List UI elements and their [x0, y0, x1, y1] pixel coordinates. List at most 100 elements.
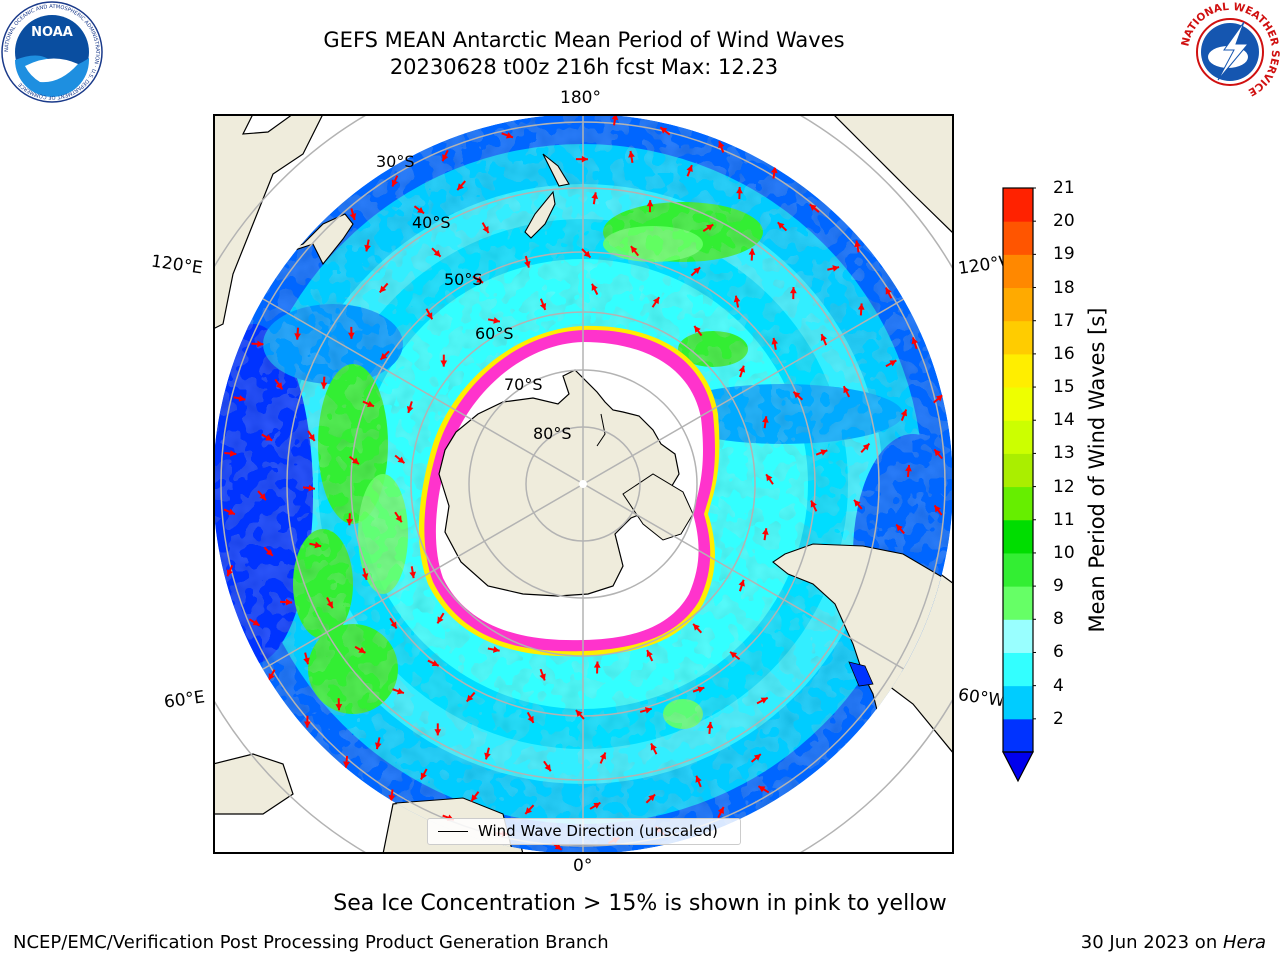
wave-direction-arrowhead	[259, 493, 266, 501]
wave-direction-arrowhead	[644, 707, 652, 714]
wave-direction-arrowhead	[303, 657, 310, 665]
lat-label-60s: 60°S	[475, 324, 514, 343]
colorbar-tick-label: 20	[1053, 211, 1075, 232]
wave-direction-arrowhead	[843, 386, 850, 394]
wave-direction-arrowhead	[771, 337, 779, 345]
wave-direction-arrowhead	[361, 573, 369, 580]
sea-ice-note: Sea Ice Concentration > 15% is shown in …	[333, 891, 947, 916]
wave-direction-arrowhead	[226, 569, 233, 577]
wave-direction-arrowhead	[900, 409, 908, 417]
colorbar-tick-label: 10	[1053, 542, 1075, 563]
wave-direction-arrowhead	[304, 721, 311, 728]
colorbar-tick-label: 13	[1053, 443, 1075, 464]
colorbar-tick-label: 8	[1053, 609, 1064, 630]
wave-direction-arrowhead	[431, 660, 439, 667]
wave-direction-arrowhead	[810, 500, 817, 508]
wave-direction-arrowhead	[346, 519, 353, 526]
lon-label-180: 180°	[560, 88, 601, 108]
wave-direction-arrowhead	[591, 192, 599, 199]
wave-direction-arrowhead	[285, 598, 293, 606]
lat-label-80s: 80°S	[533, 424, 572, 443]
wave-direction-arrowhead	[905, 464, 912, 472]
wave-direction-arrowhead	[758, 786, 766, 793]
wave-direction-arrowhead	[934, 449, 941, 457]
wave-direction-arrowhead	[935, 394, 943, 402]
wave-direction-arrowhead	[457, 183, 464, 191]
wave-direction-arrowhead	[366, 400, 374, 407]
footer-date-text: 30 Jun 2023 on	[1080, 932, 1223, 953]
wave-direction-arrowhead	[492, 646, 500, 653]
wave-direction-arrowhead	[593, 802, 601, 809]
wave-direction-arrowhead	[581, 155, 588, 163]
wave-direction-arrowhead	[395, 515, 402, 523]
lat-label-70s: 70°S	[504, 375, 543, 394]
wave-direction-arrowhead	[268, 673, 275, 681]
colorbar-tick-label: 6	[1053, 642, 1064, 663]
chart-title: GEFS MEAN Antarctic Mean Period of Wind …	[323, 28, 845, 52]
colorbar	[1002, 187, 1036, 783]
wave-direction-arrowhead	[857, 303, 865, 310]
wave-direction-arrowhead	[433, 249, 441, 257]
wave-direction-arrowhead	[660, 127, 668, 134]
wave-direction-arrowhead	[630, 246, 638, 254]
plot-frame	[213, 114, 954, 854]
wave-direction-arrowhead	[575, 710, 583, 717]
colorbar-band	[1003, 453, 1033, 488]
wave-direction-arrowhead	[326, 601, 333, 609]
wave-direction-arrowhead	[442, 154, 449, 162]
antarctica-landmass	[438, 369, 680, 597]
wave-direction-arrowhead	[738, 365, 746, 373]
wave-direction-arrowhead	[388, 794, 396, 802]
wave-direction-arrowhead	[790, 287, 797, 294]
wave-direction-arrowhead	[397, 687, 404, 695]
wave-direction-arrowhead	[748, 248, 756, 255]
wave-direction-arrowhead	[646, 200, 654, 207]
colorbar-band	[1003, 685, 1033, 720]
wave-direction-arrowhead	[593, 661, 601, 668]
wave-direction-arrowhead	[760, 697, 768, 704]
wave-direction-arrowhead	[348, 332, 355, 339]
wave-direction-arrowhead	[364, 244, 371, 252]
wave-direction-arrowhead	[417, 206, 425, 214]
colorbar-band	[1003, 619, 1033, 653]
colorbar-tick-label: 19	[1053, 244, 1075, 265]
colorbar-band	[1003, 353, 1033, 388]
wave-direction-arrowhead	[227, 508, 235, 515]
colorbar-band	[1003, 552, 1033, 587]
colorbar-outline	[1002, 187, 1034, 753]
wave-direction-arrowhead	[736, 187, 743, 194]
wave-direction-arrowhead	[308, 434, 315, 441]
wave-direction-arrowhead	[809, 204, 817, 211]
wave-direction-arrowhead	[252, 619, 260, 626]
wave-direction-arrowhead	[265, 434, 273, 441]
chart-subtitle-run-info: 20230628 t00z 216h fcst Max: 12.23	[389, 55, 779, 79]
wave-direction-arrowhead	[694, 325, 701, 333]
wave-direction-arrowhead	[733, 295, 741, 303]
wave-direction-arrowhead	[911, 337, 919, 345]
wave-direction-arrowhead	[854, 499, 861, 507]
nws-logo-icon: NATIONAL WEATHER SERVICE	[1179, 1, 1280, 102]
wave-direction-arrowhead	[406, 406, 414, 413]
footer-host: Hera	[1222, 932, 1266, 953]
wave-direction-arrowhead	[390, 621, 397, 629]
colorbar-tick-label: 12	[1053, 476, 1075, 497]
wave-direction-arrowhead	[397, 456, 405, 464]
wave-direction-arrowhead	[524, 260, 531, 268]
wave-direction-arrowhead	[358, 646, 366, 653]
noaa-logo-text: NOAA	[31, 25, 73, 40]
wave-direction-arrowhead	[706, 224, 714, 231]
wave-direction-arrowhead	[482, 226, 489, 234]
wave-direction-arrowhead	[374, 742, 382, 750]
colorbar-band	[1003, 652, 1033, 687]
wave-direction-arrowhead	[238, 395, 246, 402]
wave-direction-arrowhead	[476, 276, 484, 283]
wave-direction-arrowhead	[706, 721, 714, 729]
wave-direction-arrowhead	[275, 382, 283, 390]
wave-direction-arrowhead	[308, 484, 315, 492]
wave-direction-arrowhead	[628, 150, 635, 158]
wave-direction-arrowhead	[777, 222, 785, 229]
wave-direction-arrowhead	[889, 360, 897, 367]
polar-map	[213, 114, 954, 854]
lat-label-40s: 40°S	[412, 213, 451, 232]
colorbar-tick-label: 11	[1053, 509, 1075, 530]
